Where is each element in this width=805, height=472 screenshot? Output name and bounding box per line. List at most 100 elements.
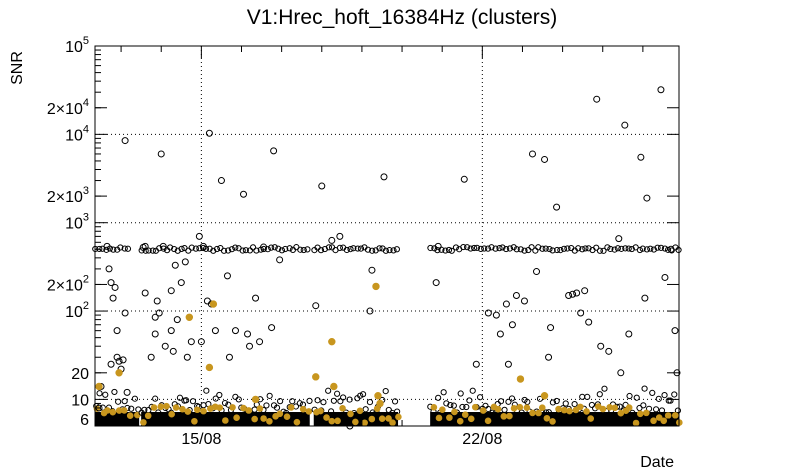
dense-low-snr-gold-marker: [538, 404, 546, 412]
y-tick-label: 2×102: [47, 273, 89, 294]
dense-low-snr-gold-marker: [664, 412, 672, 419]
dense-line-500-marker: [393, 246, 400, 253]
scatter-point: [147, 353, 155, 361]
dense-line-500-marker: [539, 245, 546, 252]
y-tick-label: 2×103: [47, 185, 89, 206]
scatter-point: [211, 327, 219, 335]
dense-line-500-marker: [654, 244, 661, 251]
scatter-point: [244, 330, 252, 338]
dense-line-500-marker: [657, 244, 665, 251]
scatter-point: [380, 173, 388, 181]
scatter-point: [107, 279, 115, 287]
dense-line-500-marker: [600, 247, 607, 254]
dense-low-snr-gold-marker: [484, 417, 492, 425]
scatter-point: [256, 338, 264, 346]
selected-scatter-point: [540, 392, 549, 400]
dense-line-500-marker: [639, 245, 646, 252]
dense-low-snr-gold-marker: [347, 410, 354, 418]
dense-line-500-marker: [513, 246, 520, 253]
dense-line-500-marker: [145, 247, 152, 254]
scatter-point: [121, 137, 129, 145]
scatter-point: [553, 203, 561, 211]
dense-line-500-marker: [431, 245, 438, 252]
scatter-point: [434, 242, 442, 250]
selected-scatter-point: [372, 282, 380, 291]
dense-line-500-marker: [517, 246, 524, 253]
scatter-point: [512, 291, 520, 299]
selected-scatter-point: [374, 392, 382, 400]
dense-line-500-marker: [242, 247, 249, 254]
dense-line-500-marker: [286, 245, 293, 252]
dense-low-snr-gold-marker: [140, 419, 147, 426]
scatter-point: [625, 330, 633, 338]
scatter-point: [460, 175, 468, 183]
dense-low-snr-gold-marker: [245, 407, 253, 414]
dense-low-snr-marker: [266, 392, 273, 399]
dense-low-snr-gold-marker: [395, 413, 402, 421]
scatter-point: [617, 369, 625, 377]
dense-low-snr-gold-marker: [625, 404, 633, 411]
dense-low-snr-gold-marker: [361, 419, 368, 427]
scatter-point: [103, 242, 111, 250]
dense-low-snr-marker: [111, 388, 118, 396]
dense-line-500-marker: [473, 244, 481, 251]
dense-line-500-marker: [228, 246, 235, 253]
selected-scatter-point: [376, 399, 384, 408]
dense-line-500-marker: [596, 247, 604, 254]
dense-low-snr-marker: [102, 391, 109, 398]
dense-line-500-marker: [347, 246, 354, 253]
scatter-point: [151, 313, 159, 321]
dense-low-snr-marker: [661, 391, 668, 399]
dense-line-500-marker: [354, 245, 361, 252]
dense-low-snr-gold-marker: [120, 407, 128, 414]
dense-line-500-marker: [471, 244, 478, 252]
scatter-point: [121, 309, 129, 317]
dense-low-snr-gold-marker: [200, 407, 207, 415]
dense-low-snr-gold-marker: [305, 408, 313, 415]
dense-low-snr-gold-marker: [276, 410, 284, 418]
dense-low-snr-gold-marker: [671, 412, 679, 419]
dense-line-500-marker: [369, 247, 376, 254]
scatter-point: [520, 297, 528, 305]
scatter-point: [115, 357, 123, 365]
dense-low-snr-marker: [633, 394, 640, 401]
dense-line-500-marker: [542, 245, 549, 252]
scatter-point: [113, 353, 121, 361]
dense-low-snr-marker: [131, 395, 139, 402]
dense-low-snr-gold-marker: [510, 405, 518, 412]
dense-line-500-marker: [464, 244, 471, 251]
y-tick-label: 6: [80, 412, 89, 429]
dense-line-500-marker: [300, 246, 307, 254]
dense-low-snr-gold-marker: [150, 404, 158, 411]
x-tick-label: 22/08: [462, 431, 502, 448]
dense-low-snr-gold-marker: [461, 411, 469, 418]
dense-line-500-marker: [110, 246, 117, 253]
dense-low-snr-gold-marker: [179, 405, 186, 413]
dense-line-500-marker: [643, 246, 651, 253]
dense-low-snr-marker: [385, 406, 392, 414]
grid-lines: [95, 46, 679, 426]
dense-line-500-marker: [225, 247, 232, 254]
scatter-point: [432, 279, 440, 287]
dense-low-snr-gold-marker: [256, 405, 264, 412]
dense-low-snr-marker: [327, 408, 335, 415]
dense-low-snr-gold-marker: [334, 417, 341, 425]
dense-low-snr-marker: [359, 391, 367, 398]
dense-low-snr-marker: [340, 394, 347, 401]
scatter-point: [111, 283, 119, 291]
scatter-point: [270, 147, 278, 155]
dense-low-snr-marker: [518, 409, 525, 416]
dense-low-snr-gold-marker: [660, 417, 668, 425]
dense-low-snr-marker: [296, 400, 303, 407]
dense-low-snr-marker: [306, 397, 313, 404]
dense-line-500-marker: [647, 245, 654, 252]
dense-low-snr-marker: [674, 407, 681, 414]
y-tick-label: 10: [71, 392, 89, 409]
dense-low-snr-marker: [221, 399, 229, 407]
scatter-point: [151, 330, 159, 338]
dense-low-snr-gold-marker: [293, 418, 301, 426]
x-tick-label: 15/08: [181, 431, 221, 448]
scatter-point: [593, 95, 601, 103]
dense-low-snr-gold-marker: [472, 403, 479, 411]
